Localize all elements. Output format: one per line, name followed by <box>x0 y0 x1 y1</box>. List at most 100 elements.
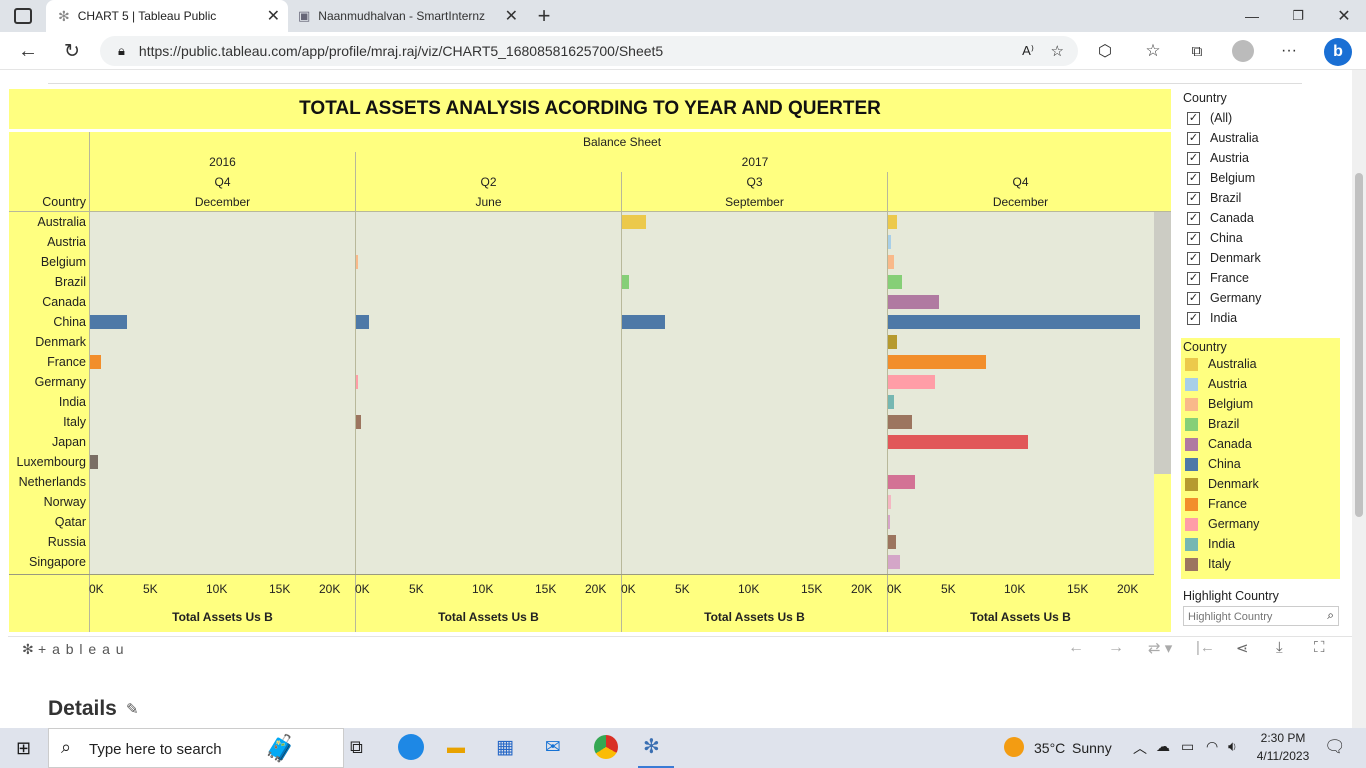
weather-text[interactable]: Sunny <box>1072 740 1112 756</box>
tableau-logo-icon[interactable]: ✻ <box>22 641 34 657</box>
bing-icon[interactable]: b <box>1324 38 1352 66</box>
bar[interactable] <box>90 355 102 369</box>
back-icon[interactable]: ← <box>18 39 38 62</box>
checkbox-checked-icon[interactable]: ✓ <box>1187 271 1200 285</box>
bar[interactable] <box>622 215 646 229</box>
bar[interactable] <box>888 255 895 269</box>
legend-item[interactable]: Austria <box>1183 374 1340 394</box>
checkbox-checked-icon[interactable]: ✓ <box>1187 191 1200 205</box>
favorites-icon[interactable]: ☆ <box>1145 41 1161 60</box>
minimize-icon[interactable]: — <box>1245 8 1259 24</box>
window-close-icon[interactable]: ✕ <box>1337 8 1351 25</box>
bar[interactable] <box>888 235 891 249</box>
bar[interactable] <box>888 275 903 289</box>
bar[interactable] <box>90 315 127 329</box>
read-aloud-icon[interactable]: A⁾ <box>1022 43 1034 58</box>
bar[interactable] <box>888 495 892 509</box>
chrome-icon[interactable] <box>594 735 618 759</box>
filter-item[interactable]: ✓ Germany <box>1187 288 1337 308</box>
profile-avatar[interactable] <box>1232 40 1254 62</box>
tableau-app-icon[interactable]: ✻ <box>643 736 660 758</box>
legend-item[interactable]: Brazil <box>1183 414 1340 434</box>
weather-temp[interactable]: 35°C <box>1034 740 1066 756</box>
clock-time[interactable]: 2:30 PM <box>1260 731 1306 745</box>
checkbox-checked-icon[interactable]: ✓ <box>1187 171 1200 185</box>
filter-item[interactable]: ✓ Denmark <box>1187 248 1337 268</box>
filter-item[interactable]: ✓ Canada <box>1187 208 1337 228</box>
filter-item[interactable]: ✓ Belgium <box>1187 168 1337 188</box>
bar[interactable] <box>888 535 897 549</box>
close-tab-icon[interactable]: ✕ <box>266 8 280 25</box>
mail-icon[interactable]: ✉ <box>545 737 561 758</box>
filter-item[interactable]: ✓ Austria <box>1187 148 1337 168</box>
bar[interactable] <box>888 395 895 409</box>
checkbox-checked-icon[interactable]: ✓ <box>1187 231 1200 245</box>
bar[interactable] <box>356 375 358 389</box>
bar[interactable] <box>888 375 936 389</box>
wifi-icon[interactable]: ◠ <box>1206 738 1219 754</box>
tab-naanmudhalvan[interactable]: ▣ Naanmudhalvan - SmartInternz ✕ <box>290 0 526 32</box>
filter-item[interactable]: ✓ (All) <box>1187 108 1337 128</box>
page-scrollbar[interactable] <box>1352 70 1366 728</box>
filter-item[interactable]: ✓ Australia <box>1187 128 1337 148</box>
checkbox-checked-icon[interactable]: ✓ <box>1187 251 1200 265</box>
undo-icon[interactable]: ← <box>1068 639 1084 656</box>
bar[interactable] <box>888 335 898 349</box>
bar[interactable] <box>888 315 1140 329</box>
refresh-icon[interactable]: ↻ <box>64 40 80 62</box>
filter-item[interactable]: ✓ India <box>1187 308 1337 328</box>
bar[interactable] <box>888 415 912 429</box>
more-menu-icon[interactable]: ··· <box>1281 42 1297 59</box>
bar[interactable] <box>888 475 916 489</box>
bar[interactable] <box>888 515 890 529</box>
highlight-search-field[interactable]: ⌕ <box>1183 606 1339 626</box>
battery-icon[interactable]: ▭ <box>1181 738 1195 754</box>
bar[interactable] <box>888 215 898 229</box>
reset-icon[interactable]: |← <box>1196 639 1215 656</box>
notifications-icon[interactable]: 🗨︎ <box>1324 737 1346 756</box>
download-icon[interactable]: ⤓ <box>1276 639 1283 656</box>
volume-icon[interactable]: 🔉︎ <box>1228 738 1237 754</box>
checkbox-checked-icon[interactable]: ✓ <box>1187 131 1200 145</box>
legend-item[interactable]: India <box>1183 534 1340 554</box>
highlight-search-input[interactable] <box>1188 608 1318 626</box>
weather-sun-icon[interactable] <box>1004 737 1024 757</box>
bar[interactable] <box>90 455 98 469</box>
legend-item[interactable]: Germany <box>1183 514 1340 534</box>
edit-pencil-icon[interactable]: ✎ <box>126 701 139 718</box>
legend-item[interactable]: Italy <box>1183 554 1340 574</box>
bar[interactable] <box>888 435 1028 449</box>
fullscreen-icon[interactable]: ⛶ <box>1314 639 1325 656</box>
show-hidden-icons-icon[interactable]: ︿ <box>1133 740 1147 756</box>
checkbox-checked-icon[interactable]: ✓ <box>1187 111 1200 125</box>
legend-item[interactable]: Denmark <box>1183 474 1340 494</box>
checkbox-checked-icon[interactable]: ✓ <box>1187 291 1200 305</box>
bar[interactable] <box>888 555 900 569</box>
tab-chart5[interactable]: ✻ CHART 5 | Tableau Public ✕ <box>46 0 288 32</box>
bar[interactable] <box>622 315 665 329</box>
checkbox-checked-icon[interactable]: ✓ <box>1187 311 1200 325</box>
restore-icon[interactable]: ❐ <box>1292 8 1304 23</box>
url-field[interactable]: 🔒︎ https://public.tableau.com/app/profil… <box>100 36 1078 66</box>
share-icon[interactable]: ⋖ <box>1236 640 1249 657</box>
checkbox-checked-icon[interactable]: ✓ <box>1187 211 1200 225</box>
revert-icon[interactable]: ⇄ ▾ <box>1148 640 1173 657</box>
edge-icon[interactable] <box>398 734 424 760</box>
new-tab-icon[interactable]: + <box>537 3 551 28</box>
bar[interactable] <box>888 355 987 369</box>
windows-start-icon[interactable]: ⊞ <box>16 738 32 758</box>
store-icon[interactable]: ▦ <box>496 737 514 758</box>
legend-item[interactable]: Belgium <box>1183 394 1340 414</box>
tab-actions-icon[interactable] <box>14 8 32 24</box>
bar[interactable] <box>356 315 369 329</box>
filter-item[interactable]: ✓ China <box>1187 228 1337 248</box>
legend-item[interactable]: China <box>1183 454 1340 474</box>
bar[interactable] <box>622 275 629 289</box>
legend-item[interactable]: France <box>1183 494 1340 514</box>
filter-item[interactable]: ✓ Brazil <box>1187 188 1337 208</box>
redo-icon[interactable]: → <box>1108 639 1124 656</box>
search-icon[interactable]: ⌕ <box>1327 608 1334 622</box>
close-tab-icon[interactable]: ✕ <box>504 8 518 25</box>
checkbox-checked-icon[interactable]: ✓ <box>1187 151 1200 165</box>
filter-item[interactable]: ✓ France <box>1187 268 1337 288</box>
